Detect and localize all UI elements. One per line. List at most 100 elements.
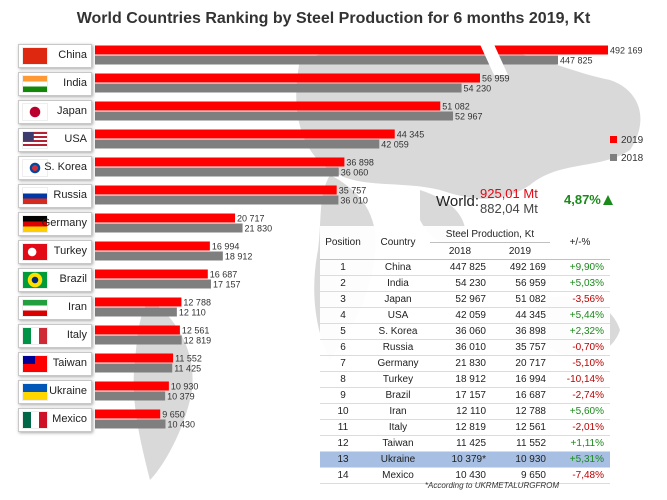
cell-country: USA — [366, 307, 430, 324]
country-label-brazil: Brazil — [18, 267, 92, 292]
value-label-2019-ukraine: 10 930 — [171, 382, 199, 392]
table-row: 12 Taiwan 11 425 11 552 +1,11% — [320, 435, 610, 452]
cell-change: +5,60% — [550, 403, 610, 420]
bar-2018-japan — [95, 111, 454, 121]
cell-country: Taiwan — [366, 435, 430, 452]
table-row: 1 China 447 825 492 169 +9,90% — [320, 259, 610, 276]
cell-position: 5 — [320, 323, 366, 340]
bar-2018-usa — [95, 139, 380, 149]
header-2018: 2018 — [430, 242, 490, 260]
country-label-s-korea: S. Korea — [18, 155, 92, 180]
footnote: *According to UKRMETALURGFROM — [424, 481, 559, 490]
bar-2019-ukraine — [95, 381, 169, 391]
value-label-2019-turkey: 16 994 — [212, 242, 240, 252]
country-name: Turkey — [53, 244, 87, 257]
value-label-2018-taiwan: 11 425 — [174, 364, 201, 374]
cell-2018: 36 010 — [430, 339, 490, 356]
country-name: Italy — [66, 328, 87, 341]
cell-position: 13 — [320, 451, 366, 468]
country-name: Japan — [57, 104, 87, 117]
cell-change: -7,48% — [550, 467, 610, 484]
cell-2018: 18 912 — [430, 371, 490, 388]
country-label-italy: Italy — [18, 323, 92, 348]
cell-country: Italy — [366, 419, 430, 436]
country-name: Brazil — [59, 272, 87, 285]
table-row: 3 Japan 52 967 51 082 -3,56% — [320, 291, 610, 308]
table-row: 5 S. Korea 36 060 36 898 +2,32% — [320, 323, 610, 340]
legend-item-2019: 2019 — [610, 135, 643, 146]
cell-2018: 12 110 — [430, 403, 490, 420]
cell-2018: 10 430 — [430, 467, 490, 484]
cell-2018: 447 825 — [430, 259, 490, 276]
country-label-russia: Russia — [18, 183, 92, 208]
chart-title: World Countries Ranking by Steel Product… — [76, 10, 591, 27]
bar-2019-s-korea — [95, 157, 345, 167]
value-label-2019-s-korea: 36 898 — [346, 158, 374, 168]
value-label-2019-china: 492 169 — [610, 46, 643, 56]
cell-2019: 9 650 — [490, 467, 550, 484]
italy-flag-icon — [22, 326, 48, 345]
cell-position: 7 — [320, 355, 366, 372]
bar-2019-turkey — [95, 241, 210, 251]
bar-2018-india — [95, 83, 462, 93]
bar-2018-russia — [95, 195, 339, 205]
bar-2019-russia — [95, 185, 337, 195]
cell-country: China — [366, 259, 430, 276]
cell-position: 8 — [320, 371, 366, 388]
cell-2019: 492 169 — [490, 259, 550, 276]
cell-2018: 52 967 — [430, 291, 490, 308]
cell-change: +5,03% — [550, 275, 610, 292]
world-2019-value: 925,01 Mt — [480, 186, 538, 201]
cell-position: 4 — [320, 307, 366, 324]
cell-2019: 20 717 — [490, 355, 550, 372]
value-label-2019-mexico: 9 650 — [162, 410, 185, 420]
country-name: S. Korea — [44, 160, 87, 173]
bar-2018-turkey — [95, 251, 223, 261]
value-label-2018-brazil: 17 157 — [213, 280, 241, 290]
table-row: 11 Italy 12 819 12 561 -2,01% — [320, 419, 610, 436]
cell-2018: 36 060 — [430, 323, 490, 340]
header-2019: 2019 — [490, 242, 550, 260]
china-flag-icon — [22, 46, 48, 65]
cell-position: 1 — [320, 259, 366, 276]
value-label-2018-germany: 21 830 — [245, 224, 273, 234]
cell-position: 10 — [320, 403, 366, 420]
world-2018-value: 882,04 Mt — [480, 201, 538, 216]
value-label-2018-mexico: 10 430 — [167, 420, 195, 430]
cell-2019: 12 788 — [490, 403, 550, 420]
bar-2019-usa — [95, 129, 395, 139]
brazil-flag-icon — [22, 270, 48, 289]
cell-change: -10,14% — [550, 371, 610, 388]
table-row: 14 Mexico 10 430 9 650 -7,48% — [320, 467, 610, 484]
cell-country: Turkey — [366, 371, 430, 388]
bar-2018-germany — [95, 223, 243, 233]
production-table: Position Country Steel Production, Kt +/… — [320, 226, 610, 484]
cell-change: -2,01% — [550, 419, 610, 436]
cell-country: Ukraine — [366, 451, 430, 468]
cell-2019: 11 552 — [490, 435, 550, 452]
country-name: India — [63, 76, 87, 89]
value-label-2018-s-korea: 36 060 — [341, 168, 369, 178]
bar-2018-brazil — [95, 279, 211, 289]
country-name: China — [58, 48, 87, 61]
cell-country: India — [366, 275, 430, 292]
table-row: 4 USA 42 059 44 345 +5,44% — [320, 307, 610, 324]
cell-country: Russia — [366, 339, 430, 356]
world-change: 4,87% — [564, 192, 613, 207]
table-body: 1 China 447 825 492 169 +9,90% 2 India 54 230 56… — [320, 259, 610, 484]
ukraine-flag-icon — [22, 382, 48, 401]
s-korea-flag-icon — [22, 158, 48, 177]
value-label-2018-japan: 52 967 — [455, 112, 483, 122]
header-change: +/-% — [550, 226, 610, 260]
value-label-2019-russia: 35 757 — [339, 186, 367, 196]
header-position: Position — [320, 226, 366, 260]
cell-country: Brazil — [366, 387, 430, 404]
cell-position: 6 — [320, 339, 366, 356]
mexico-flag-icon — [22, 410, 48, 429]
russia-flag-icon — [22, 186, 48, 205]
value-label-2019-india: 56 959 — [482, 74, 510, 84]
bar-2018-italy — [95, 335, 182, 345]
cell-2019: 16 687 — [490, 387, 550, 404]
bar-2019-india — [95, 73, 480, 83]
value-label-2018-italy: 12 819 — [184, 336, 212, 346]
